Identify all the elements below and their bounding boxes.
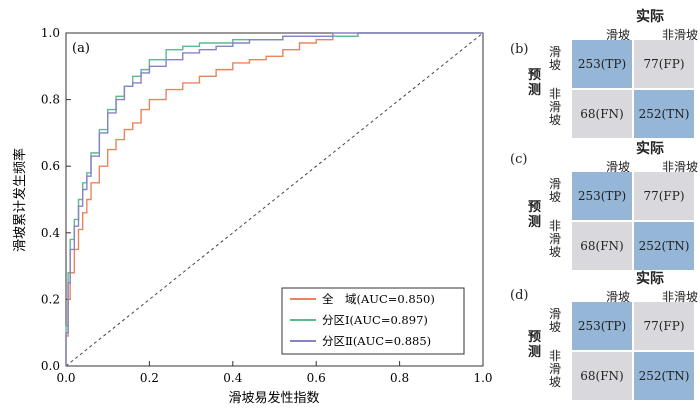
cm-cell-fp: 77(FP)	[634, 40, 694, 88]
y-tick-label: 0.2	[41, 292, 60, 306]
y-tick-label: 0.8	[41, 93, 60, 107]
cm-cell-tn: 252(TN)	[634, 222, 694, 270]
cm-pred-label: 预测	[528, 200, 542, 230]
cm-cell-fn: 68(FN)	[572, 352, 632, 400]
roc-chart: 0.0 0.2 0.4 0.6 0.8 1.0 0.0 0.2 0.4 0.6 0.8 1.0 (a)…	[12, 26, 493, 406]
cm-cell-tn: 252(TN)	[634, 352, 694, 400]
legend-label-2: 分区Ⅱ(AUC=0.885)	[322, 334, 431, 348]
cm-title: 实际	[636, 9, 664, 25]
legend-label-1: 分区Ⅰ(AUC=0.897)	[322, 313, 428, 327]
y-tick-label: 0.4	[41, 226, 60, 240]
cm-cell-fn: 68(FN)	[572, 222, 632, 270]
cm-cell-tn: 252(TN)	[634, 90, 694, 138]
x-tick-label: 1.0	[473, 371, 492, 385]
confusion-matrix-d: (d) 实际 滑坡 非滑坡 预测 滑坡 非滑坡 253(TP) 77(FP) 6…	[510, 268, 700, 400]
y-tick-label: 0.6	[41, 159, 60, 173]
cm-row-header-landslide: 滑坡	[548, 45, 561, 72]
cm-col-header-landslide: 滑坡	[605, 290, 630, 304]
cm-cell-fp: 77(FP)	[634, 302, 694, 350]
panel-label: (a)	[72, 41, 90, 56]
cm-pred-label: 预测	[528, 68, 542, 98]
cm-panel-label: (b)	[510, 42, 529, 57]
x-tick-label: 0.8	[390, 371, 409, 385]
cm-col-header-landslide: 滑坡	[605, 160, 630, 174]
cm-col-header-nonlandslide: 非滑坡	[661, 290, 698, 304]
cm-row-header-nonlandslide: 非滑坡	[548, 87, 561, 127]
legend: 全 域(AUC=0.850) 分区Ⅰ(AUC=0.897) 分区Ⅱ(AUC=0.88…	[281, 287, 465, 355]
cm-pred-label: 预测	[528, 330, 542, 360]
cm-cell-fp: 77(FP)	[634, 172, 694, 220]
cm-row-header-nonlandslide: 非滑坡	[548, 349, 561, 389]
cm-title: 实际	[636, 141, 664, 157]
diagonal-reference-line	[65, 32, 484, 367]
x-tick-label: 0.0	[56, 371, 75, 385]
confusion-matrix-b: (b) 实际 滑坡 非滑坡 预测 滑坡 非滑坡 253(TP) 77(FP) 6…	[510, 6, 700, 138]
cm-title: 实际	[636, 271, 664, 287]
cm-col-header-nonlandslide: 非滑坡	[661, 160, 698, 174]
x-axis-label: 滑坡易发性指数	[228, 390, 319, 406]
roc-series-line-2	[65, 32, 483, 366]
cm-cell-tp: 253(TP)	[572, 302, 632, 350]
cm-col-header-nonlandslide: 非滑坡	[661, 28, 698, 42]
y-tick-label: 0.0	[41, 359, 60, 373]
legend-label-0: 全 域(AUC=0.850)	[322, 292, 435, 306]
plot-frame	[65, 32, 484, 367]
cm-cell-tp: 253(TP)	[572, 40, 632, 88]
cm-cell-tp: 253(TP)	[572, 172, 632, 220]
cm-row-header-landslide: 滑坡	[548, 307, 561, 334]
cm-col-header-landslide: 滑坡	[605, 28, 630, 42]
y-tick-label: 1.0	[41, 26, 60, 40]
cm-row-header-landslide: 滑坡	[548, 177, 561, 204]
y-axis-label: 滑坡累计发生频率	[12, 148, 28, 252]
cm-cell-fn: 68(FN)	[572, 90, 632, 138]
cm-row-header-nonlandslide: 非滑坡	[548, 219, 561, 259]
x-tick-label: 0.4	[223, 371, 242, 385]
roc-series-line-0	[65, 32, 483, 366]
x-tick-label: 0.6	[307, 371, 326, 385]
cm-panel-label: (c)	[510, 152, 528, 167]
confusion-matrix-c: (c) 实际 滑坡 非滑坡 预测 滑坡 非滑坡 253(TP) 77(FP) 6…	[510, 138, 700, 270]
x-tick-label: 0.2	[140, 371, 159, 385]
cm-panel-label: (d)	[510, 288, 529, 303]
